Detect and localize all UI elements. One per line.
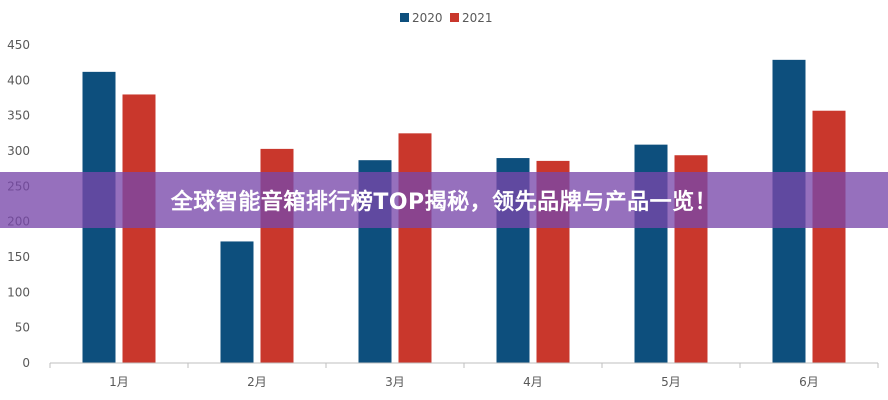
y-tick-label: 400 [7,73,30,87]
legend-label-2020: 2020 [412,11,443,25]
bar-2021-3 [398,133,432,363]
x-tick-label: 5月 [661,375,681,389]
y-tick-label: 50 [15,321,30,335]
legend-swatch-2021 [450,13,459,22]
x-tick-label: 4月 [523,375,543,389]
x-tick-label: 6月 [799,375,819,389]
legend-label-2021: 2021 [462,11,493,25]
y-tick-label: 100 [7,285,30,299]
y-tick-label: 300 [7,144,30,158]
x-tick-label: 2月 [247,375,267,389]
x-axis: 1月 2月 3月 4月 5月 6月 [49,362,879,389]
bar-2021-6 [812,110,846,363]
legend-swatch-2020 [400,13,409,22]
banner-title: 全球智能音箱排行榜TOP揭秘，领先品牌与产品一览！ [170,190,718,215]
y-tick-label: 0 [22,356,30,370]
x-tick-label: 3月 [385,375,405,389]
y-tick-label: 150 [7,250,30,264]
bar-2020-2 [220,241,254,363]
y-tick-label: 350 [7,109,30,123]
y-tick-label: 450 [7,38,30,52]
x-tick-label: 1月 [109,375,129,389]
legend: 2020 2021 [400,11,493,25]
bar-2021-1 [122,94,156,363]
title-banner: 全球智能音箱排行榜TOP揭秘，领先品牌与产品一览！ [0,172,888,228]
